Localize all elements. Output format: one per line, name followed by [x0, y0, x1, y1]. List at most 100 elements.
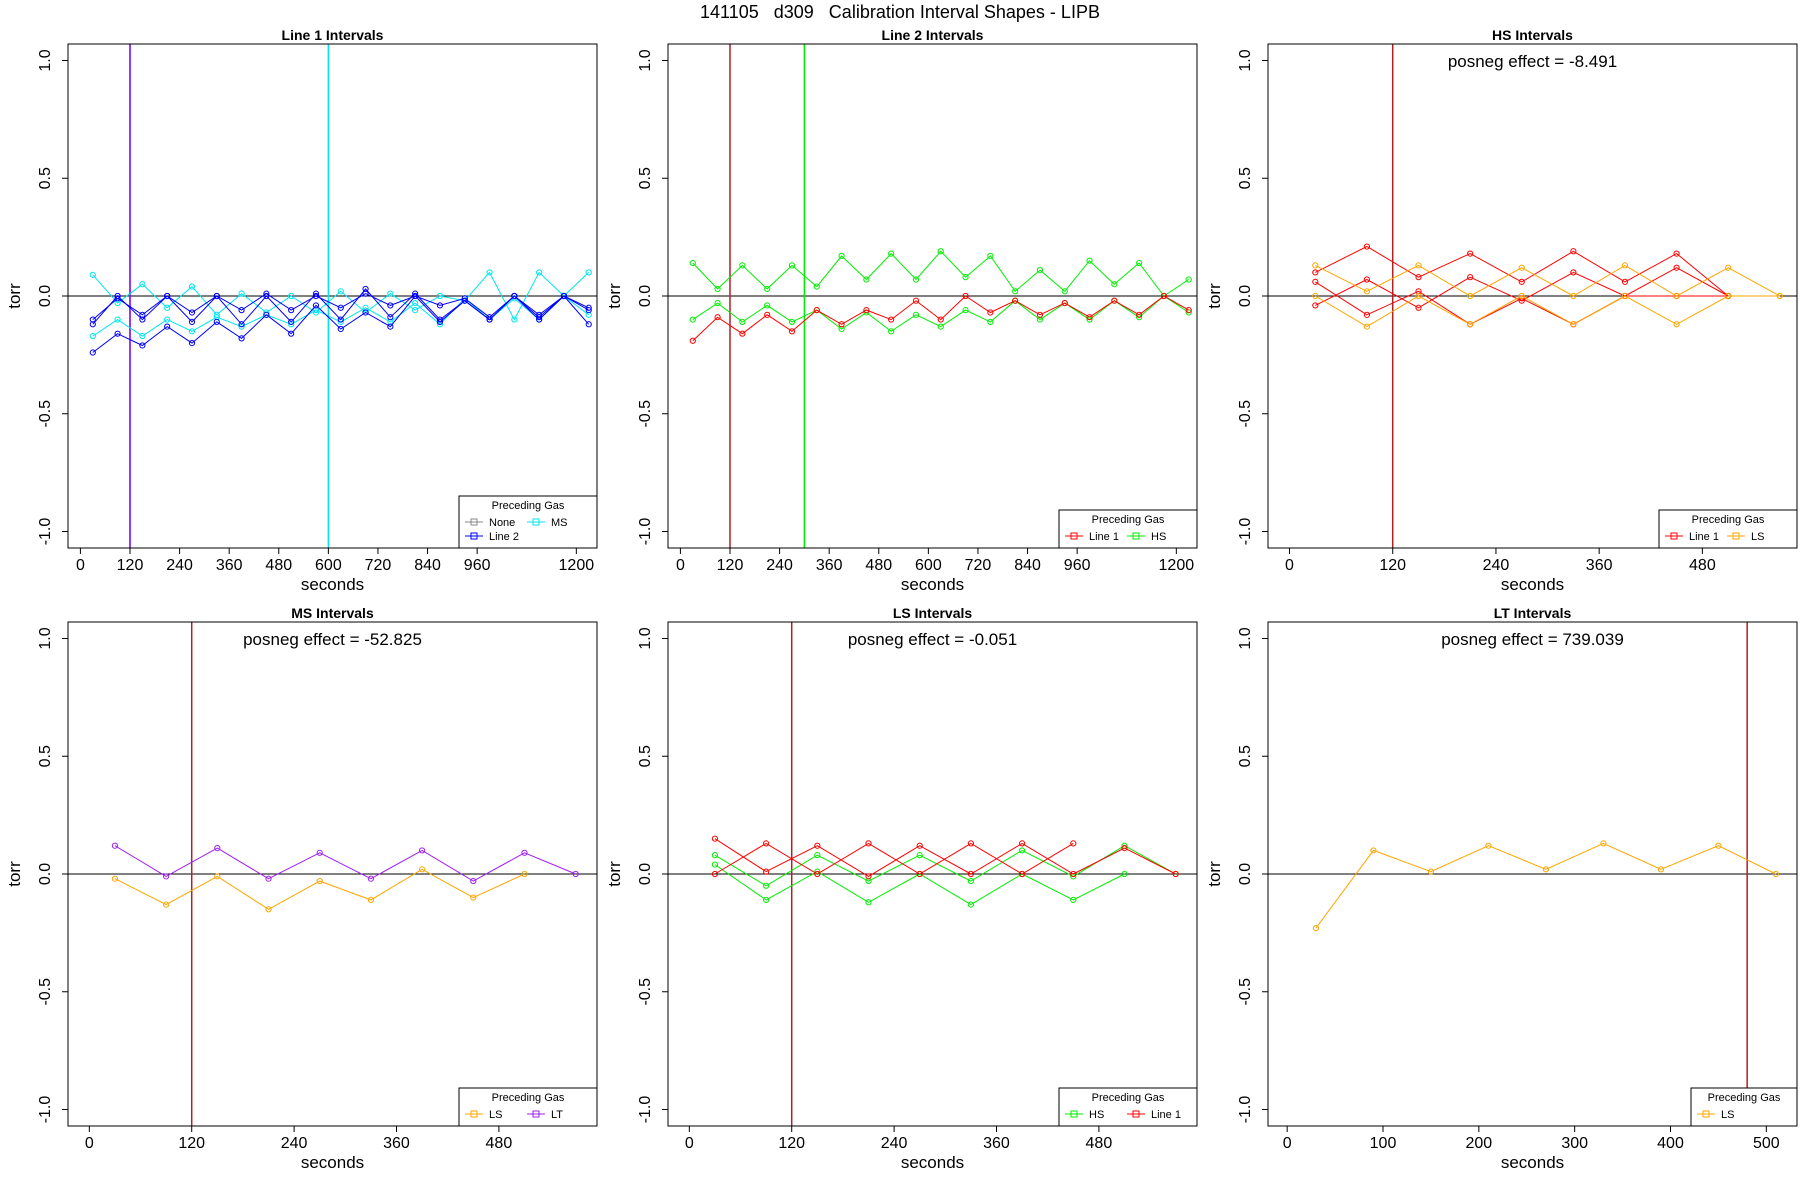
- data-point: [188, 283, 196, 290]
- series-line: [1315, 842, 1777, 929]
- legend-entry-label: Line 2: [489, 531, 519, 543]
- data-point: [436, 292, 444, 300]
- data-point: [865, 840, 872, 847]
- data-point: [764, 302, 771, 309]
- legend-title: Preceding Gas: [492, 500, 565, 512]
- legend-swatch-marker: [1132, 532, 1140, 540]
- y-tick-label: -0.5: [1237, 978, 1254, 1006]
- legend-title: Preceding Gas: [1692, 514, 1765, 526]
- chart-title: HS Intervals: [1492, 27, 1573, 43]
- data-point: [1018, 847, 1026, 854]
- data-point: [1467, 292, 1474, 300]
- x-tick-label: 500: [1753, 1135, 1780, 1152]
- data-point: [139, 342, 146, 349]
- data-point: [1086, 314, 1093, 321]
- data-point: [511, 292, 518, 300]
- data-point: [337, 304, 344, 311]
- y-tick-label: 0.5: [37, 745, 54, 767]
- data-point: [1136, 311, 1143, 318]
- data-point: [163, 873, 170, 880]
- data-point: [813, 283, 820, 290]
- data-point: [1363, 311, 1371, 318]
- data-point: [139, 281, 146, 288]
- data-point: [1012, 297, 1019, 304]
- series-line: [714, 838, 1176, 877]
- data-point: [967, 877, 974, 885]
- legend-swatch-marker: [1702, 1110, 1710, 1118]
- data-point: [1070, 896, 1077, 904]
- legend-box: [1058, 509, 1198, 549]
- series-line: [714, 845, 1176, 887]
- y-tick-label: 1.0: [637, 627, 654, 649]
- data-point: [1772, 870, 1780, 878]
- data-point: [838, 252, 845, 260]
- series-line: [92, 292, 589, 320]
- y-tick-label: 1.0: [1237, 627, 1254, 649]
- legend-box: [1058, 1087, 1198, 1127]
- data-point: [1485, 842, 1492, 849]
- data-point: [962, 307, 969, 314]
- data-point: [316, 877, 323, 885]
- data-point: [114, 295, 121, 302]
- data-point: [1415, 262, 1422, 269]
- data-point: [1673, 250, 1680, 257]
- legend-swatch-marker: [1732, 532, 1740, 540]
- data-point: [337, 288, 344, 295]
- legend-title: Preceding Gas: [1708, 1092, 1781, 1104]
- data-point: [585, 307, 592, 314]
- data-point: [214, 873, 221, 880]
- x-tick-label: 960: [1064, 557, 1091, 574]
- legend-entry-label: LS: [489, 1109, 502, 1121]
- x-tick-label: 240: [881, 1135, 908, 1152]
- posneg-annotation: posneg effect = -0.051: [848, 630, 1017, 649]
- y-axis-label: torr: [605, 861, 624, 887]
- data-point: [888, 328, 895, 335]
- data-point: [213, 318, 220, 326]
- data-point: [1312, 302, 1319, 309]
- data-point: [739, 262, 746, 269]
- data-point: [711, 852, 719, 859]
- data-point: [511, 316, 518, 323]
- data-point: [1427, 868, 1435, 875]
- chart-panel-hs: HS Intervals 0 120 240 360 480 seconds -1.0 -0.5…: [1200, 22, 1800, 600]
- x-tick-label: 0: [85, 1135, 94, 1152]
- data-point: [387, 302, 394, 309]
- x-tick-label: 240: [281, 1135, 308, 1152]
- data-point: [1673, 321, 1680, 328]
- data-point: [967, 840, 974, 847]
- data-point: [689, 337, 696, 344]
- x-tick-label: 100: [1370, 1135, 1397, 1152]
- y-tick-label: 0.0: [637, 863, 654, 885]
- data-point: [265, 875, 272, 882]
- series-line: [1315, 295, 1780, 328]
- plot-area: [668, 622, 1197, 1126]
- data-point: [763, 840, 770, 847]
- data-point: [362, 309, 369, 316]
- x-tick-label: 240: [166, 557, 193, 574]
- data-point: [1725, 292, 1732, 300]
- data-point: [263, 311, 270, 318]
- y-tick-label: 1.0: [37, 627, 54, 649]
- data-point: [164, 316, 171, 323]
- data-point: [916, 842, 923, 849]
- y-tick-label: 1.0: [637, 49, 654, 71]
- data-point: [1570, 248, 1577, 255]
- y-tick-label: 0.5: [1237, 745, 1254, 767]
- data-point: [814, 870, 821, 878]
- data-point: [188, 340, 196, 347]
- legend-entry-label: Line 1: [1689, 531, 1719, 543]
- data-point: [788, 318, 796, 326]
- chart-panel-lt: LT Intervals 0 100 200 300 400 500 seconds -1.0 -…: [1200, 600, 1800, 1178]
- data-point: [888, 316, 895, 323]
- data-point: [764, 311, 771, 318]
- data-point: [813, 307, 820, 314]
- data-point: [418, 847, 426, 854]
- x-tick-label: 360: [383, 1135, 410, 1152]
- data-point: [1673, 292, 1680, 300]
- data-point: [470, 894, 477, 901]
- data-point: [763, 868, 770, 875]
- series-line: [1315, 245, 1729, 297]
- data-point: [967, 870, 974, 878]
- y-tick-label: -1.0: [37, 1096, 54, 1124]
- y-axis-label: torr: [605, 283, 624, 309]
